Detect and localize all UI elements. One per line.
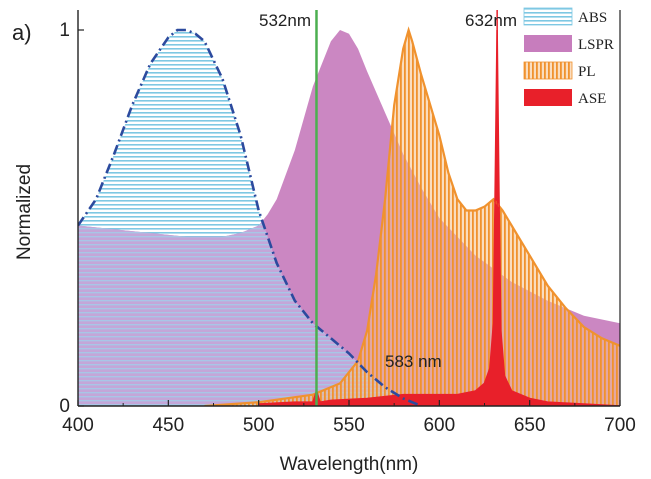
- x-tick-label-650: 650: [514, 415, 546, 436]
- legend-swatch-lspr: [524, 35, 572, 52]
- ref-line-label-632: 632nm: [465, 11, 517, 30]
- legend-label-ase: ASE: [578, 91, 606, 107]
- series-pl-line: [204, 26, 620, 406]
- series-abs-outline: [78, 28, 422, 406]
- panel-label: a): [12, 20, 32, 45]
- x-tick-label-450: 450: [152, 415, 184, 436]
- legend-label-pl: PL: [578, 64, 596, 80]
- legend-swatch-abs: [523, 7, 573, 26]
- x-tick-label-700: 700: [604, 415, 636, 436]
- y-axis-title: Normalized: [14, 164, 35, 260]
- x-axis-title: Wavelength(nm): [280, 454, 419, 475]
- legend-swatch-ase: [524, 89, 572, 106]
- legend-label-lspr: LSPR: [578, 37, 614, 53]
- annotation-583nm: 583 nm: [385, 352, 442, 371]
- series-pl-area: [204, 30, 620, 406]
- x-tick-label-400: 400: [62, 415, 94, 436]
- y-tick-label-1: 1: [59, 20, 70, 41]
- legend-label-abs: ABS: [578, 10, 607, 26]
- ref-line-label-532: 532nm: [259, 11, 311, 30]
- legend: ABS LSPR PL ASE: [523, 7, 614, 107]
- y-tick-label-0: 0: [59, 396, 70, 417]
- series-ase-line: [258, 29, 620, 406]
- x-tick-label-500: 500: [243, 415, 275, 436]
- x-tick-label-550: 550: [333, 415, 365, 436]
- x-tick-label-600: 600: [423, 415, 455, 436]
- legend-swatch-pl: [523, 61, 573, 80]
